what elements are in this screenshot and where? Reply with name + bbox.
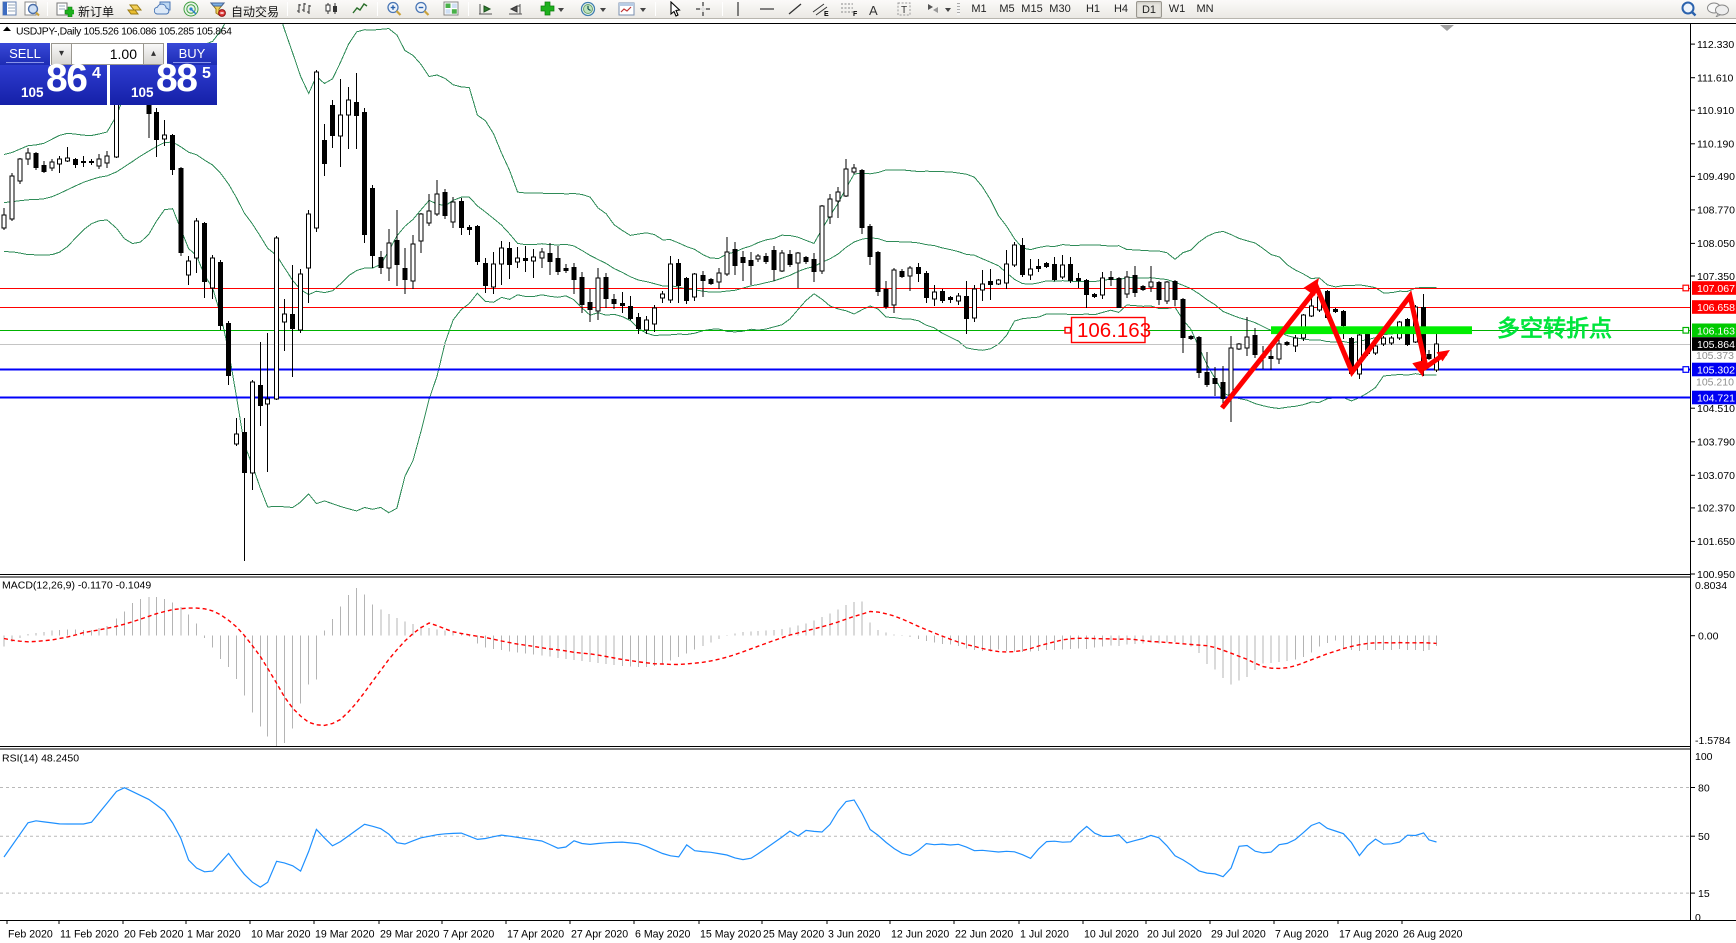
svg-text:20 Jul 2020: 20 Jul 2020 bbox=[1147, 929, 1202, 941]
svg-text:15 May 2020: 15 May 2020 bbox=[700, 929, 761, 941]
svg-text:105.210: 105.210 bbox=[1696, 377, 1734, 389]
svg-text:111.610: 111.610 bbox=[1697, 73, 1734, 85]
svg-text:12 Jun 2020: 12 Jun 2020 bbox=[891, 929, 949, 941]
svg-text:T: T bbox=[901, 5, 907, 16]
svg-text:27 Apr 2020: 27 Apr 2020 bbox=[571, 929, 628, 941]
svg-text:26 Aug 2020: 26 Aug 2020 bbox=[1403, 929, 1463, 941]
svg-text:107.350: 107.350 bbox=[1697, 271, 1735, 283]
svg-text:109.490: 109.490 bbox=[1697, 171, 1735, 183]
svg-text:0: 0 bbox=[1695, 912, 1701, 924]
svg-text:80: 80 bbox=[1698, 782, 1710, 794]
svg-text:1 Mar 2020: 1 Mar 2020 bbox=[187, 929, 241, 941]
svg-text:10 Jul 2020: 10 Jul 2020 bbox=[1084, 929, 1139, 941]
svg-text:MACD(12,26,9) -0.1170 -0.1049: MACD(12,26,9) -0.1170 -0.1049 bbox=[2, 580, 151, 592]
svg-text:102.370: 102.370 bbox=[1697, 503, 1735, 515]
svg-text:6 May 2020: 6 May 2020 bbox=[635, 929, 690, 941]
svg-text:110.190: 110.190 bbox=[1697, 139, 1734, 151]
svg-text:100: 100 bbox=[1695, 751, 1713, 763]
svg-text:0.00: 0.00 bbox=[1698, 631, 1719, 643]
svg-text:107.067: 107.067 bbox=[1697, 283, 1735, 295]
svg-text:7 Apr 2020: 7 Apr 2020 bbox=[443, 929, 494, 941]
svg-text:106.163: 106.163 bbox=[1697, 325, 1735, 337]
svg-text:100.950: 100.950 bbox=[1697, 569, 1735, 581]
svg-text:1 Jul 2020: 1 Jul 2020 bbox=[1020, 929, 1069, 941]
svg-text:7 Aug 2020: 7 Aug 2020 bbox=[1275, 929, 1329, 941]
svg-text:105.864: 105.864 bbox=[1697, 339, 1735, 351]
svg-text:RSI(14) 48.2450: RSI(14) 48.2450 bbox=[2, 753, 79, 765]
svg-text:112.330: 112.330 bbox=[1697, 39, 1734, 51]
svg-text:106.163: 106.163 bbox=[1077, 319, 1151, 342]
svg-text:108.050: 108.050 bbox=[1697, 238, 1735, 250]
svg-text:29 Mar 2020: 29 Mar 2020 bbox=[380, 929, 440, 941]
svg-text:106.658: 106.658 bbox=[1697, 302, 1735, 314]
svg-text:103.070: 103.070 bbox=[1697, 470, 1735, 482]
svg-text:108.770: 108.770 bbox=[1697, 205, 1735, 217]
svg-text:25 May 2020: 25 May 2020 bbox=[763, 929, 824, 941]
svg-text:104.721: 104.721 bbox=[1697, 393, 1735, 405]
svg-text:103.790: 103.790 bbox=[1697, 437, 1735, 449]
svg-text:USDJPY-,Daily 105.526 106.086: USDJPY-,Daily 105.526 106.086 105.285 10… bbox=[16, 27, 232, 38]
svg-text:11 Feb 2020: 11 Feb 2020 bbox=[60, 929, 119, 941]
svg-text:15: 15 bbox=[1698, 888, 1710, 900]
svg-text:101.650: 101.650 bbox=[1697, 536, 1735, 548]
svg-text:-1.5784: -1.5784 bbox=[1695, 735, 1731, 747]
svg-text:22 Jun 2020: 22 Jun 2020 bbox=[955, 929, 1013, 941]
svg-text:29 Jul 2020: 29 Jul 2020 bbox=[1211, 929, 1266, 941]
svg-text:多空转折点: 多空转折点 bbox=[1497, 315, 1612, 341]
svg-text:0.8034: 0.8034 bbox=[1695, 580, 1727, 592]
svg-text:3 Jun 2020: 3 Jun 2020 bbox=[828, 929, 881, 941]
svg-text:F: F bbox=[853, 11, 858, 17]
svg-text:Feb 2020: Feb 2020 bbox=[8, 929, 53, 941]
svg-text:10 Mar 2020: 10 Mar 2020 bbox=[251, 929, 311, 941]
svg-text:20 Feb 2020: 20 Feb 2020 bbox=[124, 929, 184, 941]
svg-text:105.302: 105.302 bbox=[1697, 365, 1735, 377]
svg-text:17 Apr 2020: 17 Apr 2020 bbox=[507, 929, 564, 941]
svg-text:110.910: 110.910 bbox=[1697, 105, 1734, 117]
svg-text:19 Mar 2020: 19 Mar 2020 bbox=[315, 929, 375, 941]
svg-text:50: 50 bbox=[1698, 831, 1710, 843]
svg-text:17 Aug 2020: 17 Aug 2020 bbox=[1339, 929, 1399, 941]
svg-text:105.373: 105.373 bbox=[1696, 350, 1734, 362]
svg-text:104.510: 104.510 bbox=[1697, 403, 1735, 415]
svg-text:E: E bbox=[824, 11, 829, 17]
